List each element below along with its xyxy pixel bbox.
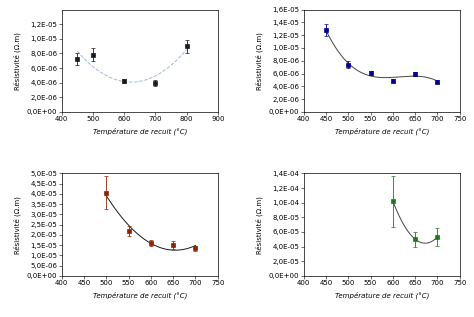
X-axis label: Température de recuit (°C): Température de recuit (°C)	[92, 128, 187, 135]
X-axis label: Température de recuit (°C): Température de recuit (°C)	[335, 128, 429, 135]
X-axis label: Température de recuit (°C): Température de recuit (°C)	[335, 292, 429, 299]
Y-axis label: Résistivité (Ω.m): Résistivité (Ω.m)	[14, 196, 21, 254]
Y-axis label: Résistivité (Ω.m): Résistivité (Ω.m)	[256, 32, 264, 90]
Y-axis label: Résistivité (Ω.m): Résistivité (Ω.m)	[14, 32, 21, 90]
Y-axis label: Résistivité (Ω.m): Résistivité (Ω.m)	[256, 196, 264, 254]
X-axis label: Température de recuit (°C): Température de recuit (°C)	[92, 292, 187, 299]
